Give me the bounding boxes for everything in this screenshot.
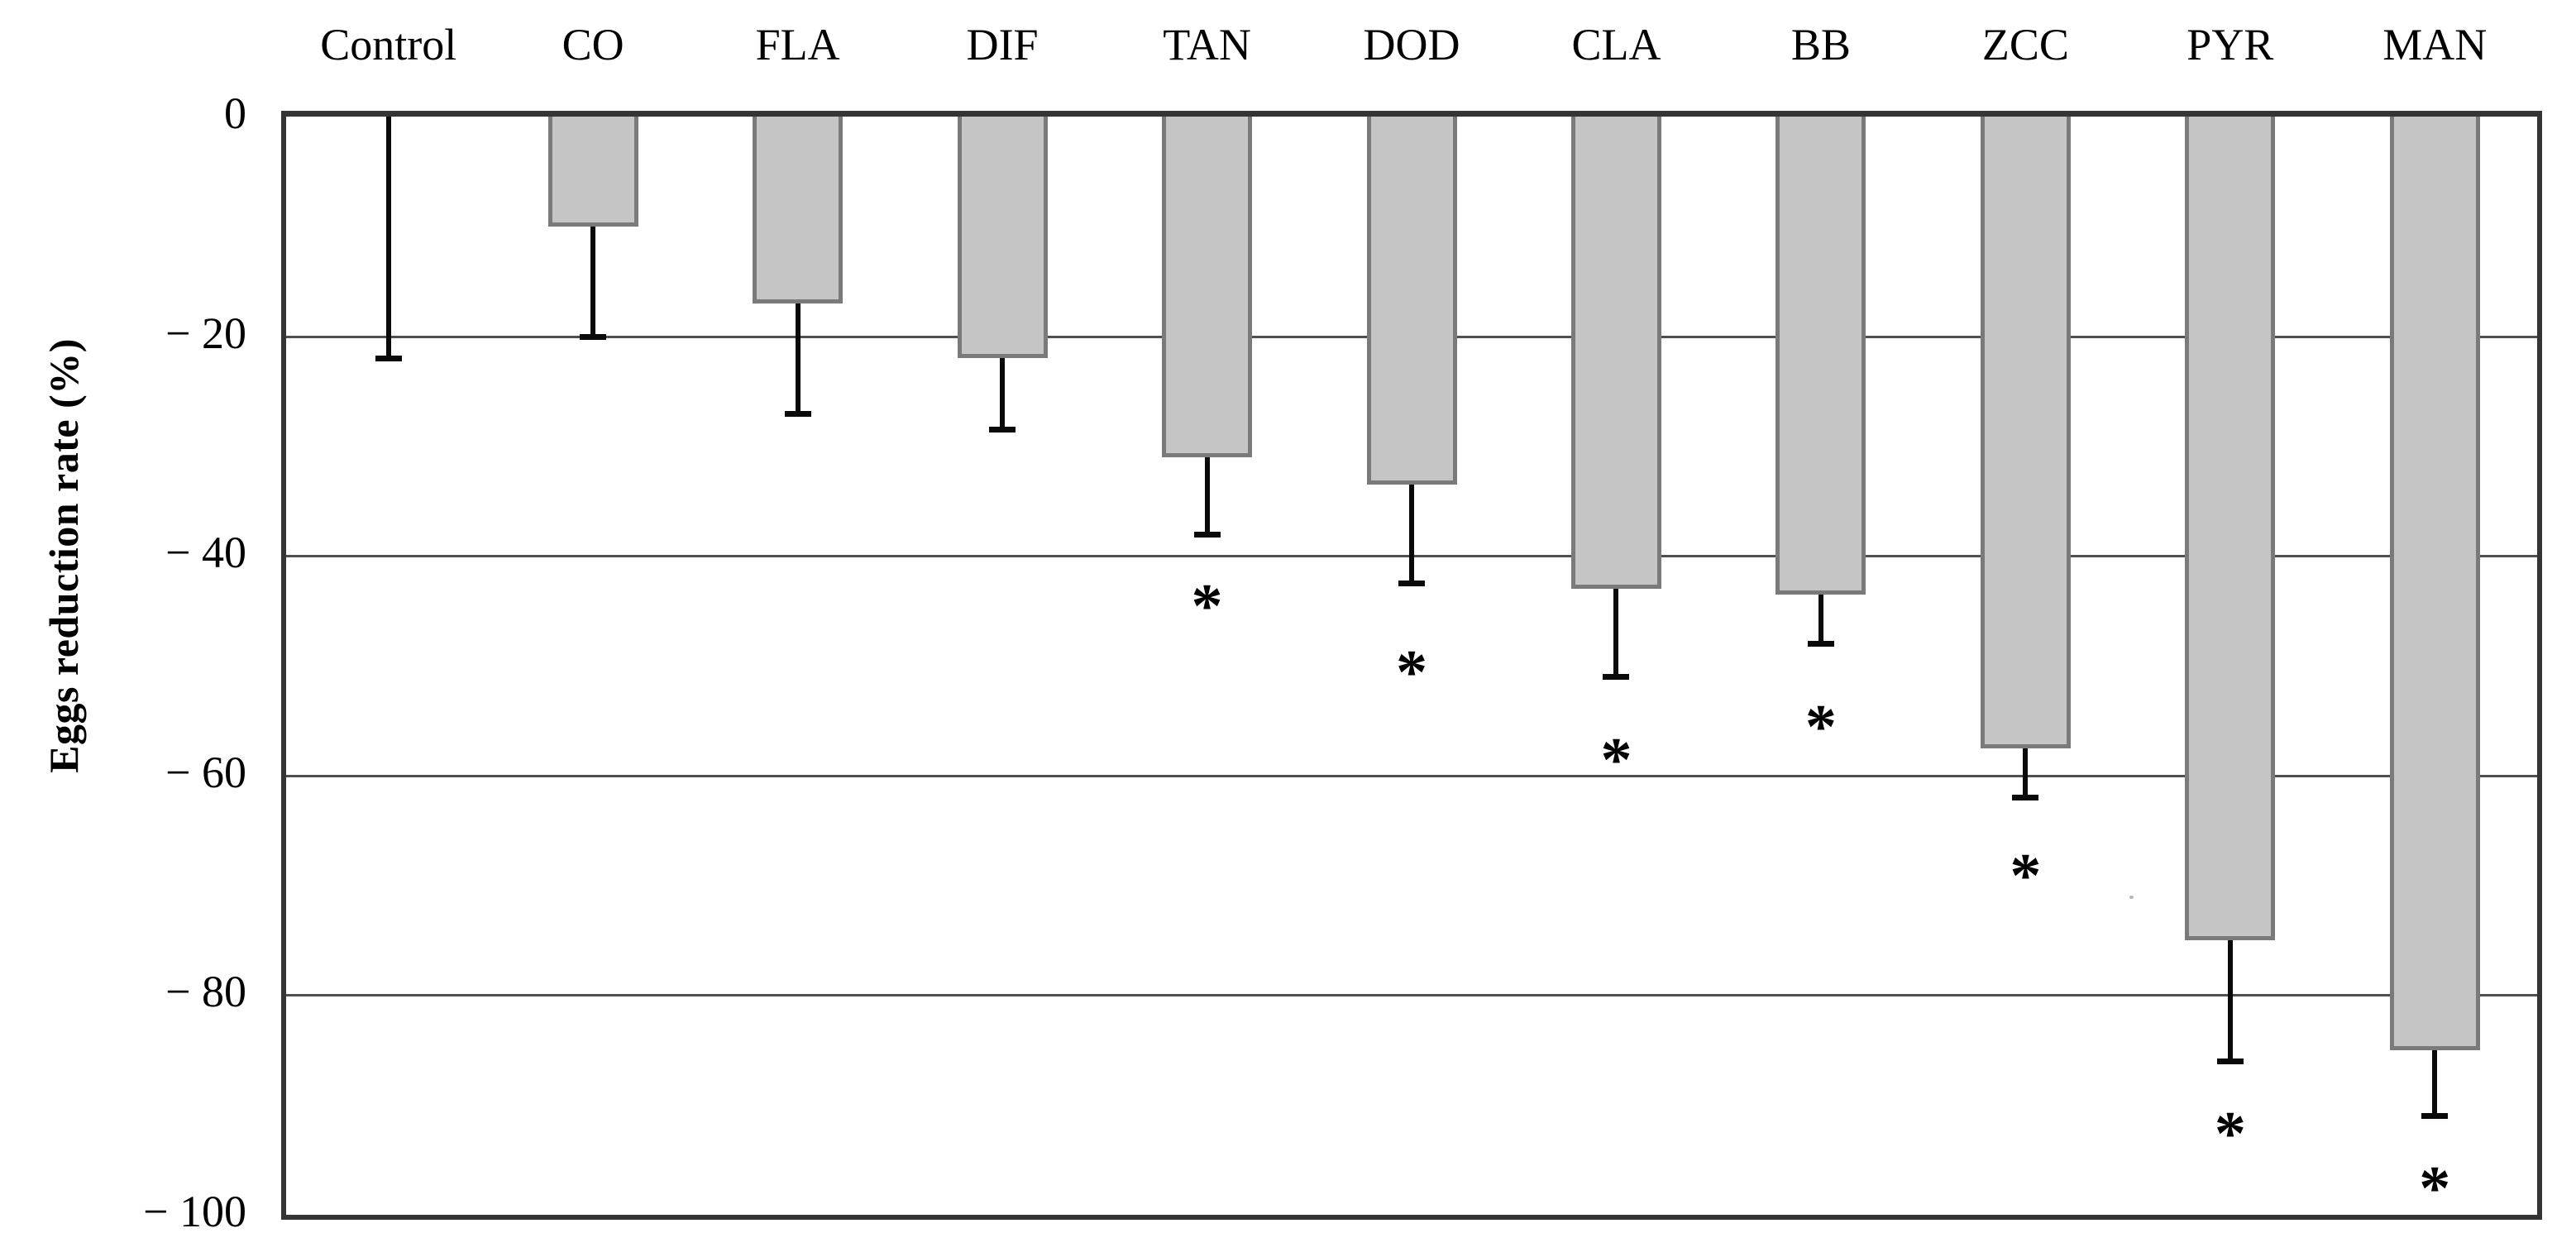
bar-co <box>547 117 638 227</box>
category-label-tan: TAN <box>1163 20 1251 69</box>
error-cap-control <box>375 356 402 362</box>
significance-asterisk-tan: * <box>1191 571 1223 642</box>
error-bar-cla <box>1613 589 1619 677</box>
bar-man <box>2389 117 2480 1050</box>
error-cap-tan <box>1193 531 1221 538</box>
bar-pyr <box>2185 117 2276 940</box>
error-cap-dod <box>1398 581 1425 587</box>
significance-asterisk-man: * <box>2419 1154 2451 1224</box>
error-bar-bb <box>1818 594 1823 644</box>
category-label-dif: DIF <box>966 20 1039 69</box>
error-cap-bb <box>1807 641 1834 648</box>
category-label-dod: DOD <box>1363 20 1460 69</box>
ytick-label-0: 0 <box>224 88 246 138</box>
ytick-label--80: − 80 <box>165 967 246 1017</box>
ytick-label--100: − 100 <box>143 1187 246 1236</box>
speck-artifact-0 <box>2129 896 2134 899</box>
ytick-label--20: − 20 <box>165 308 246 358</box>
bar-tan <box>1162 117 1253 457</box>
ytick-label--60: − 60 <box>165 747 246 797</box>
gridline--80 <box>286 994 2537 997</box>
error-bar-tan <box>1204 456 1210 534</box>
category-label-control: Control <box>320 20 457 69</box>
bar-fla <box>753 117 844 303</box>
category-label-bb: BB <box>1790 20 1851 69</box>
error-bar-control <box>385 117 391 359</box>
error-cap-zcc <box>2012 795 2039 801</box>
significance-asterisk-pyr: * <box>2214 1098 2246 1168</box>
category-label-zcc: ZCC <box>1981 20 2069 69</box>
significance-asterisk-dod: * <box>1396 638 1427 707</box>
gridline--60 <box>286 774 2537 777</box>
bar-dif <box>957 117 1048 359</box>
significance-asterisk-bb: * <box>1804 692 1837 762</box>
error-bar-pyr <box>2227 940 2233 1062</box>
error-cap-co <box>580 333 607 340</box>
ytick-label--40: − 40 <box>165 528 246 578</box>
bar-zcc <box>1980 117 2071 748</box>
category-label-pyr: PYR <box>2186 20 2274 69</box>
error-bar-dif <box>1000 358 1006 430</box>
error-bar-fla <box>795 303 801 413</box>
error-cap-pyr <box>2216 1058 2244 1065</box>
y-axis-title: Eggs reduction rate (%) <box>41 338 87 773</box>
significance-asterisk-cla: * <box>1600 725 1632 796</box>
category-label-co: CO <box>562 20 624 69</box>
bar-dod <box>1366 117 1457 485</box>
error-cap-dif <box>989 427 1016 433</box>
category-label-fla: FLA <box>755 20 840 69</box>
error-cap-man <box>2421 1113 2449 1120</box>
significance-asterisk-zcc: * <box>2010 840 2042 910</box>
bar-cla <box>1570 117 1661 590</box>
error-bar-co <box>590 226 596 337</box>
error-bar-man <box>2432 1049 2438 1116</box>
category-label-cla: CLA <box>1571 20 1661 69</box>
category-label-man: MAN <box>2382 20 2488 69</box>
error-bar-dod <box>1409 484 1414 584</box>
plot-area: * * * * * * * <box>281 111 2542 1220</box>
error-bar-zcc <box>2023 748 2029 798</box>
error-cap-cla <box>1603 674 1630 681</box>
bar-bb <box>1775 117 1866 595</box>
error-cap-fla <box>784 410 811 417</box>
